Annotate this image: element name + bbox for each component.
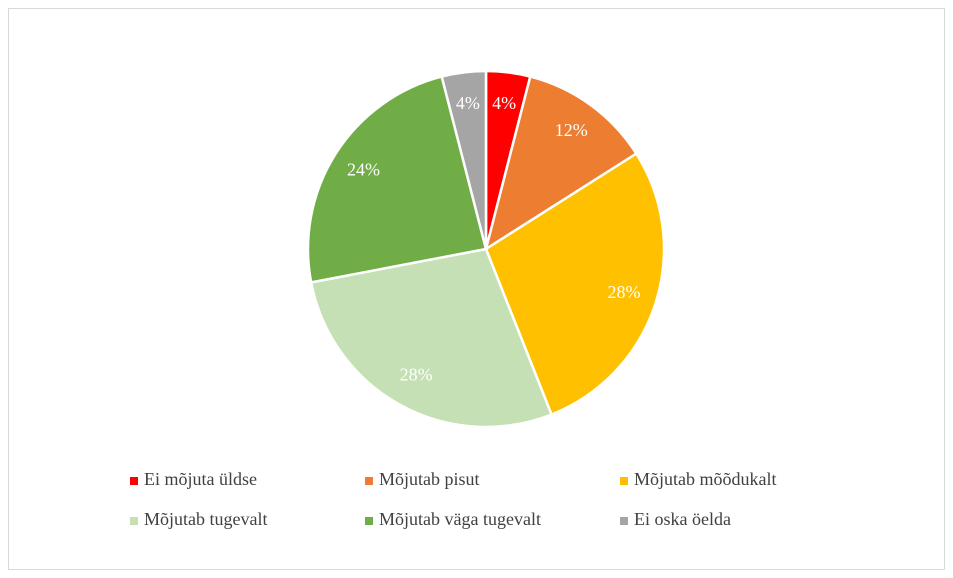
legend-marker (365, 477, 373, 485)
legend-label: Mõjutab pisut (379, 469, 480, 489)
data-label: 28% (400, 364, 433, 384)
data-label: 24% (347, 159, 380, 179)
legend-label: Ei oska öelda (634, 509, 731, 529)
legend-marker (620, 517, 628, 525)
legend-marker (130, 477, 138, 485)
legend-label: Mõjutab väga tugevalt (379, 509, 541, 529)
pie-slice (484, 75, 639, 252)
pie-slice (484, 151, 666, 417)
pie-slice (440, 69, 488, 250)
legend-marker (130, 517, 138, 525)
data-label: 4% (492, 93, 516, 113)
legend-marker (365, 517, 373, 525)
legend-marker (620, 477, 628, 485)
legend-label: Mõjutab tugevalt (144, 509, 267, 529)
pie-slice (309, 247, 554, 429)
data-label: 12% (555, 120, 588, 140)
data-label: 4% (456, 93, 480, 113)
data-label: 28% (607, 282, 640, 302)
legend-label: Ei mõjuta üldse (144, 469, 257, 489)
legend-label: Mõjutab mõõdukalt (634, 469, 777, 489)
pie-slice (306, 75, 488, 284)
